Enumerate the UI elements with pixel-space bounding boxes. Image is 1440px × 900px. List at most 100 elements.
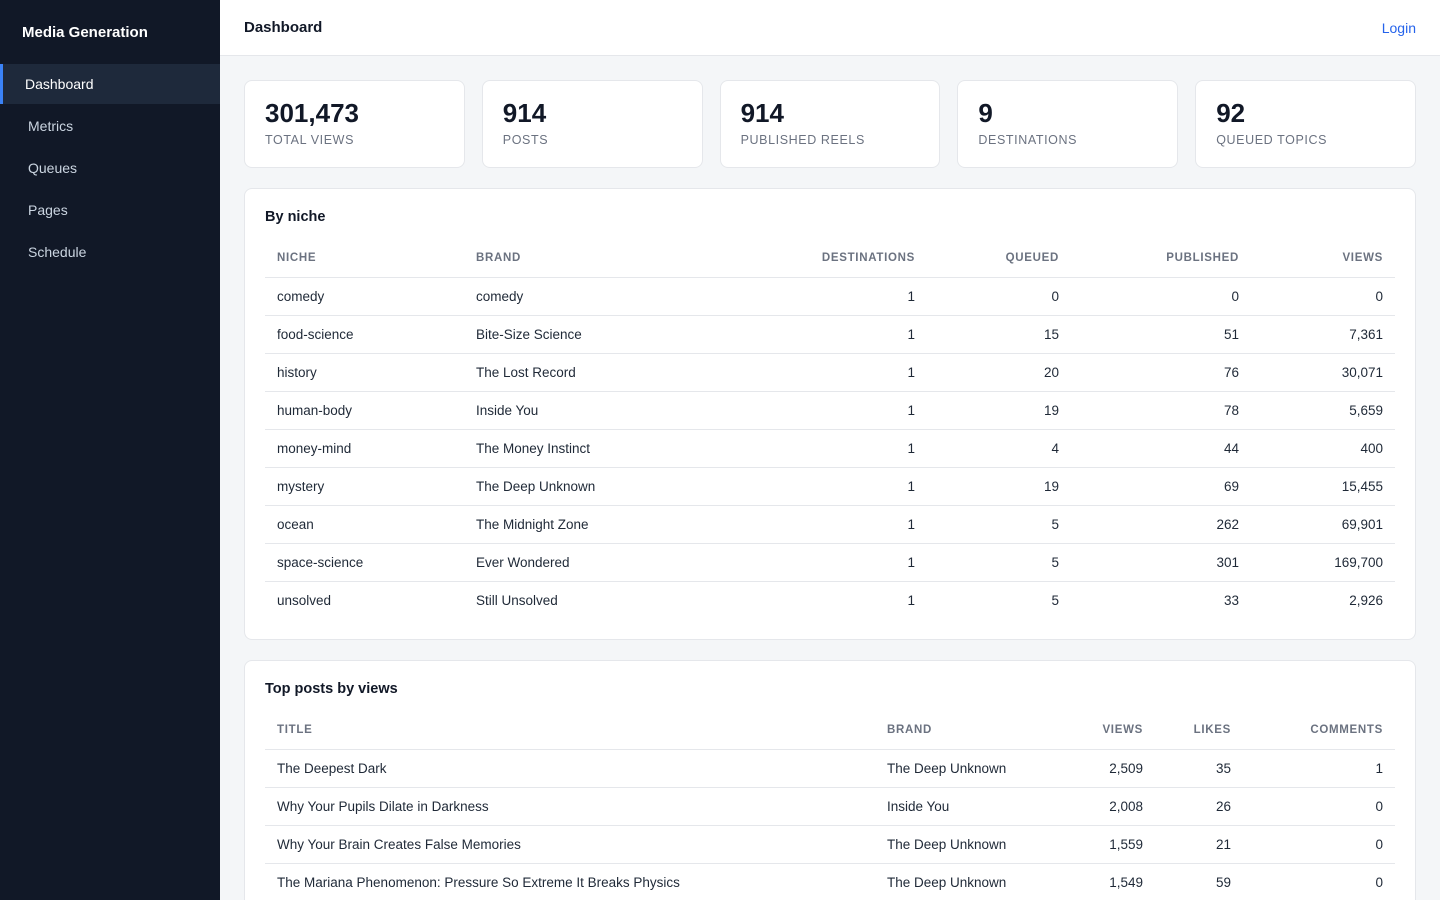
table-cell: 301 [1071, 543, 1251, 582]
table-cell: Why Your Pupils Dilate in Darkness [265, 787, 875, 826]
table-cell: 59 [1155, 863, 1243, 900]
table-cell: 69,901 [1251, 505, 1395, 544]
column-header: VIEWS [1251, 239, 1395, 278]
table-cell: 1 [700, 505, 927, 544]
table-cell: Ever Wondered [464, 543, 700, 582]
table-cell: 0 [1243, 863, 1395, 900]
table-header-row: TITLE BRAND VIEWS LIKES COMMENTS [265, 711, 1395, 750]
table-cell: The Deep Unknown [875, 863, 1065, 900]
table-cell: The Midnight Zone [464, 505, 700, 544]
table-cell: 15,455 [1251, 467, 1395, 506]
table-cell: mystery [265, 467, 464, 506]
table-cell: 1 [700, 353, 927, 392]
table-row: comedy comedy 1 0 0 0 [265, 277, 1395, 316]
table-cell: 30,071 [1251, 353, 1395, 392]
table-cell: money-mind [265, 429, 464, 468]
table-cell: 35 [1155, 749, 1243, 788]
table-cell: 1 [700, 543, 927, 582]
table-cell: 26 [1155, 787, 1243, 826]
table-cell: space-science [265, 543, 464, 582]
by-niche-table: NICHE BRAND DESTINATIONS QUEUED PUBLISHE… [265, 239, 1395, 619]
sidebar-nav: Dashboard Metrics Queues Pages Schedule [0, 64, 220, 272]
table-cell: 0 [927, 277, 1071, 316]
table-cell: 44 [1071, 429, 1251, 468]
stat-value: 914 [502, 98, 547, 128]
table-cell: 1,559 [1065, 825, 1155, 864]
table-cell: 2,926 [1349, 592, 1383, 608]
stat-value: 92 [1216, 98, 1246, 128]
table-row: food-science Bite-Size Science 1 15 51 7,361 [265, 315, 1395, 354]
table-row: Why Your Pupils Dilate in Darkness Inside… [265, 787, 1395, 826]
table-header-row: NICHE BRAND DESTINATIONS QUEUED PUBLISHE… [265, 239, 1395, 278]
panel-title: By niche [265, 209, 326, 225]
by-niche-table-body: comedy comedy 1 0 0 0 food-science Bite-Size Sc… [265, 277, 1395, 619]
table-cell: Still Unsolved [476, 592, 558, 608]
column-header: DESTINATIONS [700, 239, 927, 278]
column-header: COMMENTS [1243, 711, 1395, 750]
dashboard-content: 301,473 TOTAL VIEWS 914 POSTS 914 PUBLIS… [220, 56, 1440, 900]
stat-card-queued-topics: 92 QUEUED TOPICS [1195, 80, 1416, 168]
column-header: TITLE [265, 711, 875, 750]
table-row: unsolved Still Unsolved 1 5 33 2,926 [265, 581, 1395, 619]
table-cell: 1 [700, 391, 927, 430]
stat-label: POSTS [502, 133, 549, 147]
column-header: QUEUED [927, 239, 1071, 278]
table-cell: 5 [927, 505, 1071, 544]
panel-title: Top posts by views [265, 681, 398, 697]
table-cell: 78 [1071, 391, 1251, 430]
stat-card-total-views: 301,473 TOTAL VIEWS [244, 80, 465, 168]
column-header: BRAND [464, 239, 700, 278]
table-cell: 51 [1071, 315, 1251, 354]
table-cell: The Deep Unknown [875, 825, 1065, 864]
table-cell: Bite-Size Science [464, 315, 700, 354]
table-cell: 262 [1071, 505, 1251, 544]
table-cell: The Deep Unknown [464, 467, 700, 506]
sidebar-item-queues[interactable]: Queues [28, 160, 78, 176]
stat-value: 9 [978, 98, 993, 128]
table-cell: The Deepest Dark [265, 749, 875, 788]
login-link[interactable]: Login [1381, 19, 1416, 36]
table-row: ocean The Midnight Zone 1 5 262 69,901 [265, 505, 1395, 544]
by-niche-panel: By niche NICHE BRAND DESTINATIONS QUEUED… [244, 188, 1416, 640]
table-cell: human-body [265, 391, 464, 430]
stats-row: 301,473 TOTAL VIEWS 914 POSTS 914 PUBLIS… [244, 80, 1416, 168]
stat-value: 301,473 [265, 98, 359, 128]
table-cell: 7,361 [1251, 315, 1395, 354]
table-cell: 1 [700, 429, 927, 468]
app-brand: Media Generation [22, 23, 148, 41]
table-row: human-body Inside You 1 19 78 5,659 [265, 391, 1395, 430]
table-cell: comedy [265, 277, 464, 316]
sidebar-item-schedule[interactable]: Schedule [28, 244, 87, 260]
table-cell: 19 [927, 391, 1071, 430]
top-posts-panel: Top posts by views TITLE BRAND VIEWS LIK… [244, 660, 1416, 900]
table-cell: Inside You [464, 391, 700, 430]
table-cell: 21 [1155, 825, 1243, 864]
table-row: The Mariana Phenomenon: Pressure So Extr… [265, 863, 1395, 900]
table-cell: The Mariana Phenomenon: Pressure So Extr… [265, 863, 875, 900]
sidebar-item-pages[interactable]: Pages [28, 202, 68, 218]
stat-card-destinations: 9 DESTINATIONS [957, 80, 1179, 168]
table-cell: ocean [265, 505, 464, 544]
table-cell: 20 [927, 353, 1071, 392]
table-cell: The Deep Unknown [875, 749, 1065, 788]
table-cell: The Lost Record [464, 353, 700, 392]
table-cell: 169,700 [1251, 543, 1395, 582]
table-cell: 400 [1251, 429, 1395, 468]
table-cell: 0 [1243, 787, 1395, 826]
column-header: LIKES [1155, 711, 1243, 750]
table-cell: 0 [1071, 277, 1251, 316]
table-cell: 5,659 [1251, 391, 1395, 430]
table-cell: Why Your Brain Creates False Memories [265, 825, 875, 864]
table-cell: history [265, 353, 464, 392]
top-posts-table: TITLE BRAND VIEWS LIKES COMMENTS The Dee… [265, 711, 1395, 900]
stat-label: PUBLISHED REELS [740, 133, 865, 147]
stat-card-posts: 914 POSTS [481, 80, 703, 168]
table-cell: 5 [1051, 592, 1059, 608]
table-cell: 1 [700, 277, 927, 316]
sidebar-item-metrics[interactable]: Metrics [28, 118, 74, 134]
table-row: The Deepest Dark The Deep Unknown 2,509 35 1 [265, 749, 1395, 788]
table-cell: unsolved [277, 592, 332, 608]
sidebar-item-dashboard[interactable]: Dashboard [0, 64, 220, 104]
table-cell: 76 [1071, 353, 1251, 392]
